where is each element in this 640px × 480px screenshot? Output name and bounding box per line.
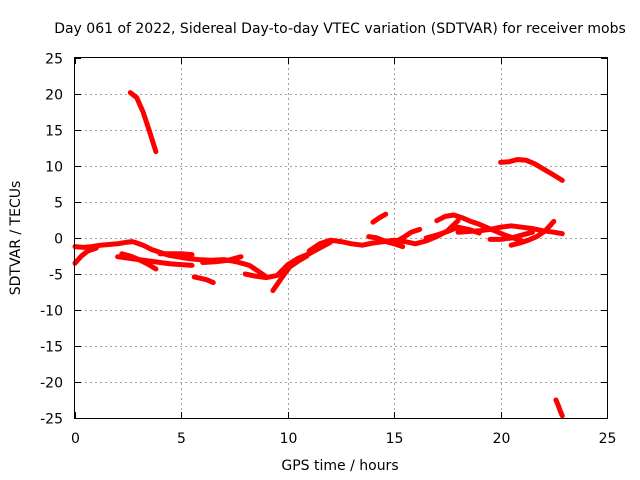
chart-title: Day 061 of 2022, Sidereal Day-to-day VTE… <box>54 21 626 37</box>
y-tick-label: 20 <box>45 88 63 104</box>
series-arc-d <box>132 239 269 280</box>
y-tick-label: -10 <box>40 304 63 320</box>
y-tick-label: 0 <box>54 232 63 248</box>
y-tick-label: 25 <box>45 52 63 68</box>
x-tick-label: 20 <box>493 431 511 447</box>
grid <box>75 58 607 418</box>
y-axis: 25 20 15 10 5 0 -5 -10 -15 -20 -25 <box>40 52 607 428</box>
x-tick-label: 0 <box>71 431 80 447</box>
series-arc-c <box>72 245 99 266</box>
x-tick-label: 10 <box>280 431 298 447</box>
series-arc-a <box>127 90 159 155</box>
plot-frame <box>74 57 608 419</box>
series-arc-t <box>508 218 557 248</box>
x-tick-label: 15 <box>386 431 404 447</box>
x-tick-label: 25 <box>599 431 617 447</box>
series-arc-f <box>119 251 159 272</box>
series-arc-k <box>270 253 310 294</box>
x-axis: 0 5 10 15 20 25 <box>71 58 616 447</box>
series-arc-u <box>498 157 565 183</box>
x-axis-label: GPS time / hours <box>281 458 398 474</box>
x-tick-label: 5 <box>177 431 186 447</box>
series-arc-o <box>396 226 423 243</box>
series-arc-i <box>200 254 244 265</box>
series-arc-s <box>487 229 535 242</box>
y-tick-label: -20 <box>40 376 63 392</box>
y-tick-label: -15 <box>40 340 63 356</box>
series-arc-b <box>72 239 135 250</box>
y-tick-label: 15 <box>45 124 63 140</box>
series-arc-j <box>242 239 333 281</box>
series-arc-g <box>157 251 195 258</box>
series-arc-m <box>366 234 406 250</box>
y-axis-label: SDTVAR / TECUs <box>8 181 24 296</box>
series-arc-n <box>370 211 389 225</box>
y-tick-label: -25 <box>40 412 63 428</box>
y-tick-label: 5 <box>54 196 63 212</box>
series-layer <box>72 90 565 419</box>
y-tick-label: 10 <box>45 160 63 176</box>
series-arc-h <box>191 274 216 286</box>
series-arc-v <box>553 397 565 419</box>
y-tick-label: -5 <box>49 268 63 284</box>
